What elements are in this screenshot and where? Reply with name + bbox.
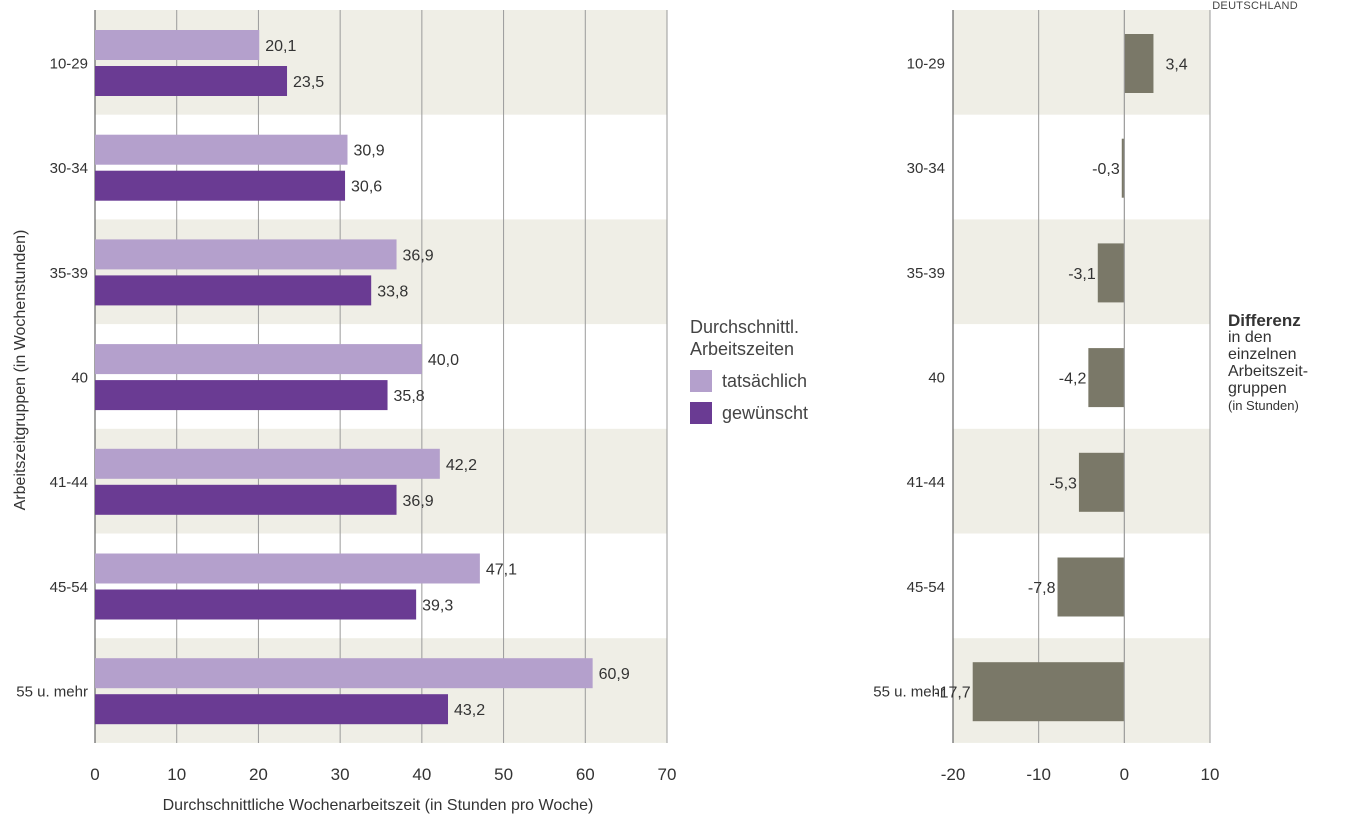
bar-desired <box>95 170 346 201</box>
bar-actual-value-label: 60,9 <box>599 666 630 683</box>
bar-actual <box>95 658 593 689</box>
legend-swatch-desired <box>690 402 712 424</box>
legend-item-actual: tatsächlich <box>690 370 808 392</box>
legend-title-line1: Durchschnittl. <box>690 317 800 337</box>
legend-item-desired: gewünscht <box>690 402 808 424</box>
difference-value-label: -0,3 <box>1092 161 1120 178</box>
legend-title-line2: Arbeitszeiten <box>690 339 795 359</box>
left-x-axis-title: Durchschnittliche Wochenarbeitszeit (in … <box>163 797 594 814</box>
legend-label-desired: gewünscht <box>722 402 809 423</box>
bar-desired <box>95 275 372 306</box>
right-category-label: 35-39 <box>907 265 945 282</box>
right-x-tick-label: 10 <box>1201 765 1220 784</box>
difference-value-label: -17,7 <box>934 685 971 702</box>
right-category-label: 55 u. mehr <box>873 684 945 701</box>
bar-desired <box>95 589 417 620</box>
bar-actual <box>95 344 422 375</box>
legend: Durchschnittl. Arbeitszeiten tatsächlich… <box>690 316 808 424</box>
left-category-label: 40 <box>71 369 88 386</box>
right-category-label: 10-29 <box>907 55 945 72</box>
left-row-band <box>95 428 667 534</box>
bar-actual-value-label: 47,1 <box>486 562 517 579</box>
left-category-label: 45-54 <box>50 579 88 596</box>
difference-bar <box>1057 557 1125 617</box>
left-x-tick-label: 20 <box>249 765 268 784</box>
right-x-tick-label: 0 <box>1120 765 1129 784</box>
left-x-tick-label: 50 <box>494 765 513 784</box>
left-category-label: 41-44 <box>50 474 88 491</box>
bar-actual <box>95 448 440 479</box>
bar-desired <box>95 694 449 725</box>
legend-label-actual: tatsächlich <box>722 370 808 391</box>
difference-note-line3: Arbeitszeit- <box>1228 363 1309 380</box>
bar-actual-value-label: 36,9 <box>403 247 434 264</box>
bar-actual <box>95 134 348 165</box>
bar-desired-value-label: 35,8 <box>394 388 425 405</box>
bar-desired-value-label: 23,5 <box>293 74 324 91</box>
bar-actual <box>95 553 480 584</box>
difference-bar <box>972 662 1125 722</box>
difference-bar <box>1088 348 1125 408</box>
left-x-tick-label: 30 <box>331 765 350 784</box>
right-x-tick-label: -20 <box>941 765 966 784</box>
difference-value-label: -5,3 <box>1049 475 1077 492</box>
bar-desired <box>95 484 397 515</box>
right-row-band <box>953 10 1210 115</box>
right-category-label: 41-44 <box>907 474 945 491</box>
difference-value-label: -3,1 <box>1068 266 1096 283</box>
bar-actual-value-label: 30,9 <box>353 143 384 160</box>
left-x-tick-label: 60 <box>576 765 595 784</box>
right-row-band <box>953 219 1210 325</box>
difference-bar <box>1124 34 1154 93</box>
difference-bar <box>1097 243 1125 303</box>
difference-note-line2: einzelnen <box>1228 346 1297 363</box>
left-category-label: 10-29 <box>50 55 88 72</box>
left-category-label: 30-34 <box>50 160 88 177</box>
left-row-band <box>95 10 667 115</box>
difference-note-title: Differenz <box>1228 311 1301 330</box>
difference-value-label: -4,2 <box>1059 371 1087 388</box>
bar-actual-value-label: 42,2 <box>446 457 477 474</box>
difference-bar <box>1121 138 1125 198</box>
difference-value-label: -7,8 <box>1028 580 1056 597</box>
corner-label: DEUTSCHLAND <box>1212 0 1298 12</box>
difference-bar <box>1078 452 1125 512</box>
left-x-tick-label: 40 <box>412 765 431 784</box>
bar-desired-value-label: 30,6 <box>351 179 382 196</box>
left-x-tick-label: 70 <box>658 765 677 784</box>
bar-desired-value-label: 43,2 <box>454 702 485 719</box>
left-x-tick-label: 10 <box>167 765 186 784</box>
bar-desired <box>95 380 388 411</box>
bar-desired-value-label: 36,9 <box>403 493 434 510</box>
difference-note-line4: gruppen <box>1228 380 1287 397</box>
bar-actual <box>95 30 260 60</box>
bar-actual <box>95 239 397 270</box>
legend-swatch-actual <box>690 370 712 392</box>
left-y-axis-title: Arbeitszeitgruppen (in Wochenstunden) <box>12 230 29 511</box>
difference-note-line1: in den <box>1228 329 1272 346</box>
left-row-band <box>95 219 667 325</box>
bar-desired <box>95 66 288 96</box>
bar-actual-value-label: 20,1 <box>265 38 296 55</box>
difference-value-label: 3,4 <box>1165 57 1187 74</box>
difference-note-unit: (in Stunden) <box>1228 398 1299 413</box>
right-x-tick-label: -10 <box>1026 765 1051 784</box>
right-category-label: 40 <box>928 369 945 386</box>
bar-desired-value-label: 39,3 <box>422 598 453 615</box>
right-category-label: 45-54 <box>907 579 945 596</box>
right-category-label: 30-34 <box>907 160 945 177</box>
left-x-tick-label: 0 <box>90 765 99 784</box>
left-category-label: 55 u. mehr <box>16 684 88 701</box>
bar-actual-value-label: 40,0 <box>428 352 459 369</box>
bar-desired-value-label: 33,8 <box>377 283 408 300</box>
left-row-band <box>95 638 667 743</box>
left-category-label: 35-39 <box>50 265 88 282</box>
difference-note: Differenz in den einzelnen Arbeitszeit- … <box>1228 312 1308 414</box>
